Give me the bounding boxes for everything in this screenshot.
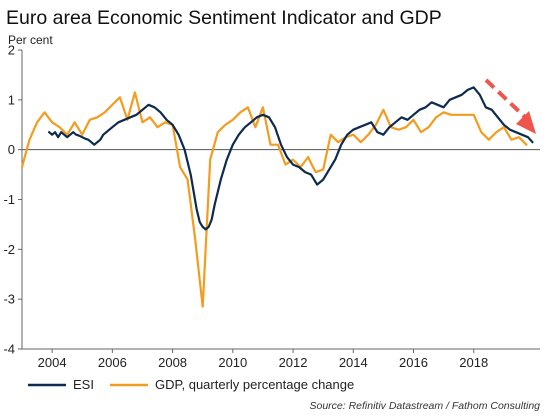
x-tick-labels: 2004 2006 2008 2010 2012 2014 2016 2018 [38,349,488,370]
x-tick-label: 2014 [339,355,368,370]
x-tick-label: 2018 [459,355,488,370]
series-lines [20,86,534,308]
chart-title: Euro area Economic Sentiment Indicator a… [6,7,442,29]
legend-label-gdp: GDP, quarterly percentage change [155,377,354,392]
gdp-line [20,91,528,308]
source-note: Source: Refinitiv Datastream / Fathom Co… [309,400,540,412]
x-tick-label: 2006 [98,355,127,370]
y-tick-label: -4 [3,342,15,357]
y-tick-label: 2 [8,43,15,58]
trend-arrow [484,78,536,134]
x-tick-label: 2016 [399,355,428,370]
x-tick-label: 2008 [158,355,187,370]
trend-arrow-shaft [484,78,528,120]
x-tick-label: 2010 [218,355,247,370]
y-tick-label: -3 [3,292,15,307]
y-tick-labels: 2 1 0 -1 -2 -3 -4 [3,43,22,357]
y-axis-label: Per cent [8,33,53,47]
y-tick-label: -2 [3,242,15,257]
trend-arrow-head [516,111,536,134]
esi-line [47,86,534,231]
x-tick-label: 2012 [279,355,308,370]
y-tick-label: 0 [8,142,15,157]
legend-label-esi: ESI [73,377,94,392]
y-tick-label: 1 [8,92,15,107]
x-tick-label: 2004 [38,355,67,370]
y-tick-label: -1 [3,192,15,207]
legend: ESI GDP, quarterly percentage change [28,377,354,392]
